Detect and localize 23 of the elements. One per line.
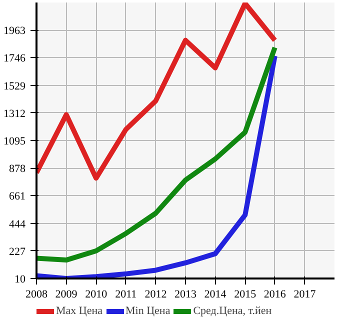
legend-label: Max Цена	[56, 305, 103, 317]
y-tick-label: 10	[14, 274, 26, 286]
x-tick-label: 2009	[55, 288, 78, 300]
x-tick-label: 2010	[85, 288, 108, 300]
y-tick-label: 878	[9, 163, 26, 176]
x-tick-label: 2017	[294, 288, 316, 300]
x-tick-label: 2016	[264, 288, 286, 300]
y-tick-label: 444	[9, 218, 26, 230]
x-tick-label: 2012	[144, 288, 167, 300]
y-tick-label: 1963	[4, 25, 26, 38]
x-tick-label: 2015	[234, 288, 257, 300]
y-tick-label: 1312	[4, 108, 26, 120]
x-tick-label: 2008	[26, 288, 48, 300]
legend-label: Сред.Цена, т.йен	[193, 305, 272, 317]
y-tick-label: 661	[9, 190, 26, 203]
y-tick-label: 1095	[4, 136, 26, 148]
y-tick-label: 1746	[4, 52, 26, 65]
x-tick-label: 2011	[115, 288, 137, 300]
x-tick-label: 2013	[174, 288, 197, 300]
legend-label: Min Цена	[126, 305, 170, 317]
y-tick-label: 1529	[4, 80, 26, 92]
y-tick-label: 227	[9, 246, 26, 258]
x-tick-label: 2014	[204, 288, 227, 300]
